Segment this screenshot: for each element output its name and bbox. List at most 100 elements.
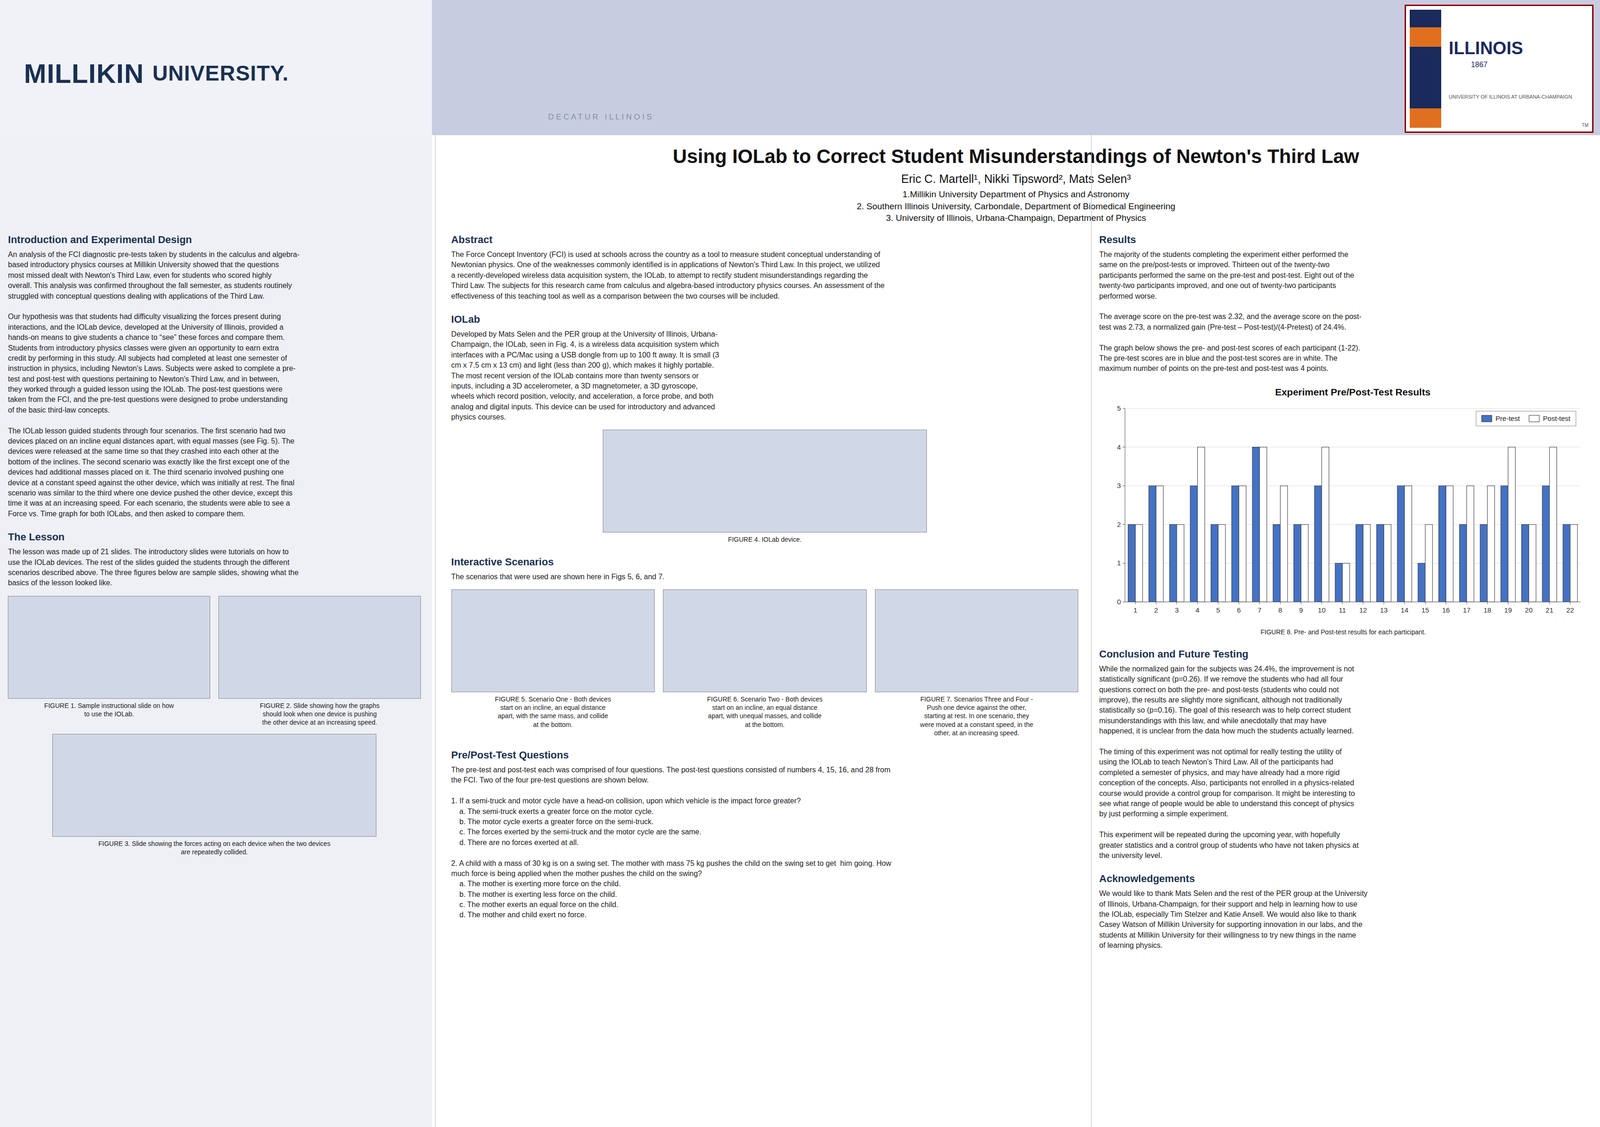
body-text: The Force Concept Inventory (FCI) is use… xyxy=(451,249,1079,302)
section-title: Acknowledgements xyxy=(1099,872,1588,885)
section-title: Interactive Scenarios xyxy=(451,556,1079,569)
figure-placeholder xyxy=(52,733,377,837)
section-title: Abstract xyxy=(451,233,1079,246)
y-tick xyxy=(1122,446,1125,448)
figure: FIGURE 7. Scenarios Three and Four - Pus… xyxy=(875,589,1079,738)
x-tick xyxy=(1445,601,1447,605)
y-tick-label: 5 xyxy=(1117,404,1121,413)
x-tick xyxy=(1466,601,1468,605)
bar xyxy=(1218,524,1226,602)
section: The LessonThe lesson was made up of 21 s… xyxy=(7,531,421,857)
figure-caption: FIGURE 3. Slide showing the forces actin… xyxy=(52,839,377,857)
bar xyxy=(1211,524,1219,602)
x-tick-label: 12 xyxy=(1359,606,1368,614)
bar xyxy=(1570,524,1578,602)
title: Using IOLab to Correct Student Misunders… xyxy=(431,145,1600,168)
bar xyxy=(1418,562,1426,602)
partner-tm: TM xyxy=(1581,122,1589,128)
partner-subtitle: UNIVERSITY OF ILLINOIS AT URBANA-CHAMPAI… xyxy=(1448,93,1572,100)
x-tick xyxy=(1362,601,1364,605)
body-text: An analysis of the FCI diagnostic pre-te… xyxy=(7,249,421,519)
figure: FIGURE 5. Scenario One - Both devices st… xyxy=(451,589,656,738)
affiliation: 2. Southern Illinois University, Carbond… xyxy=(431,200,1600,213)
y-tick-label: 1 xyxy=(1117,558,1121,567)
x-tick xyxy=(1425,601,1426,605)
x-tick xyxy=(1569,601,1571,605)
x-tick xyxy=(1176,601,1178,605)
bar xyxy=(1135,524,1144,602)
bar xyxy=(1128,524,1136,602)
title-block: Using IOLab to Correct Student Misunders… xyxy=(431,145,1600,225)
x-tick xyxy=(1300,601,1302,605)
bar xyxy=(1363,524,1371,602)
x-tick xyxy=(1238,601,1240,605)
x-tick-label: 20 xyxy=(1525,606,1533,614)
x-tick-label: 11 xyxy=(1338,606,1347,614)
section-title: Introduction and Experimental Design xyxy=(7,233,421,246)
x-tick-label: 13 xyxy=(1380,606,1388,614)
x-tick xyxy=(1549,601,1550,605)
figure-caption: FIGURE 5. Scenario One - Both devices st… xyxy=(451,694,656,729)
bar xyxy=(1321,446,1330,602)
x-tick-label: 4 xyxy=(1195,606,1200,614)
y-tick xyxy=(1122,562,1125,564)
column: Abstract The Force Concept Inventory (FCI… xyxy=(451,233,1079,933)
y-tick xyxy=(1122,407,1125,409)
bar xyxy=(1500,485,1509,602)
poster: MILLIKINUNIVERSITY.D E C A T U R I L L I… xyxy=(0,0,1600,1127)
bar xyxy=(1176,524,1185,602)
bar xyxy=(1521,524,1530,602)
body-text: We would like to thank Mats Selen and th… xyxy=(1099,888,1588,951)
bar xyxy=(1404,485,1413,602)
section: ResultsThe majority of the students comp… xyxy=(1099,233,1588,637)
bar xyxy=(1273,524,1281,602)
bar xyxy=(1314,485,1323,602)
partner-logo: ILLINOIS1867UNIVERSITY OF ILLINOIS AT UR… xyxy=(1404,4,1594,133)
x-tick-label: 6 xyxy=(1237,606,1241,614)
x-tick xyxy=(1404,601,1406,605)
body-text: Developed by Mats Selen and the PER grou… xyxy=(451,329,1079,423)
bar xyxy=(1169,524,1177,602)
bar xyxy=(1487,485,1495,602)
x-tick xyxy=(1280,601,1281,605)
x-tick xyxy=(1197,601,1198,605)
legend: Pre-test Post-test xyxy=(1476,411,1577,426)
x-tick-label: 9 xyxy=(1299,606,1303,614)
bar xyxy=(1280,485,1288,602)
section: Conclusion and Future TestingWhile the n… xyxy=(1099,648,1588,861)
bar xyxy=(1376,524,1385,602)
x-tick-label: 5 xyxy=(1216,606,1220,614)
body-text: The scenarios that were used are shown h… xyxy=(451,571,1079,582)
figure-caption: FIGURE 2. Slide showing how the graphs s… xyxy=(218,701,421,727)
x-tick xyxy=(1156,601,1157,605)
partner-year: 1867 xyxy=(1470,60,1488,69)
x-tick-label: 8 xyxy=(1278,606,1283,614)
x-tick xyxy=(1321,601,1323,605)
bar xyxy=(1252,446,1260,602)
figure-caption: FIGURE 1. Sample instructional slide on … xyxy=(7,701,211,719)
figure: FIGURE 3. Slide showing the forces actin… xyxy=(52,733,377,857)
bar xyxy=(1528,524,1537,602)
bar xyxy=(1259,446,1268,602)
figure-row: FIGURE 5. Scenario One - Both devices st… xyxy=(451,589,1079,738)
x-tick xyxy=(1135,601,1136,605)
legend-label: Post-test xyxy=(1543,414,1571,423)
section: Acknowledgements We would like to thank M… xyxy=(1099,872,1588,951)
bar xyxy=(1356,524,1364,602)
section-title: IOLab xyxy=(451,313,1079,326)
x-tick xyxy=(1342,601,1343,605)
legend-label: Pre-test xyxy=(1495,414,1521,423)
bar xyxy=(1156,485,1164,602)
bar xyxy=(1397,485,1405,602)
figure: FIGURE 4. IOLab device. xyxy=(602,429,927,544)
grid-line xyxy=(1125,407,1581,409)
bar xyxy=(1438,485,1447,602)
chart-title: Experiment Pre/Post-Test Results xyxy=(1275,386,1431,398)
partner-stripe xyxy=(1409,27,1442,47)
bar xyxy=(1466,485,1475,602)
figure-placeholder xyxy=(451,589,656,693)
bar xyxy=(1542,485,1550,602)
section: IOLab Developed by Mats Selen and the PER… xyxy=(451,313,1079,544)
partner-bar xyxy=(1409,9,1442,128)
bar xyxy=(1335,562,1343,602)
